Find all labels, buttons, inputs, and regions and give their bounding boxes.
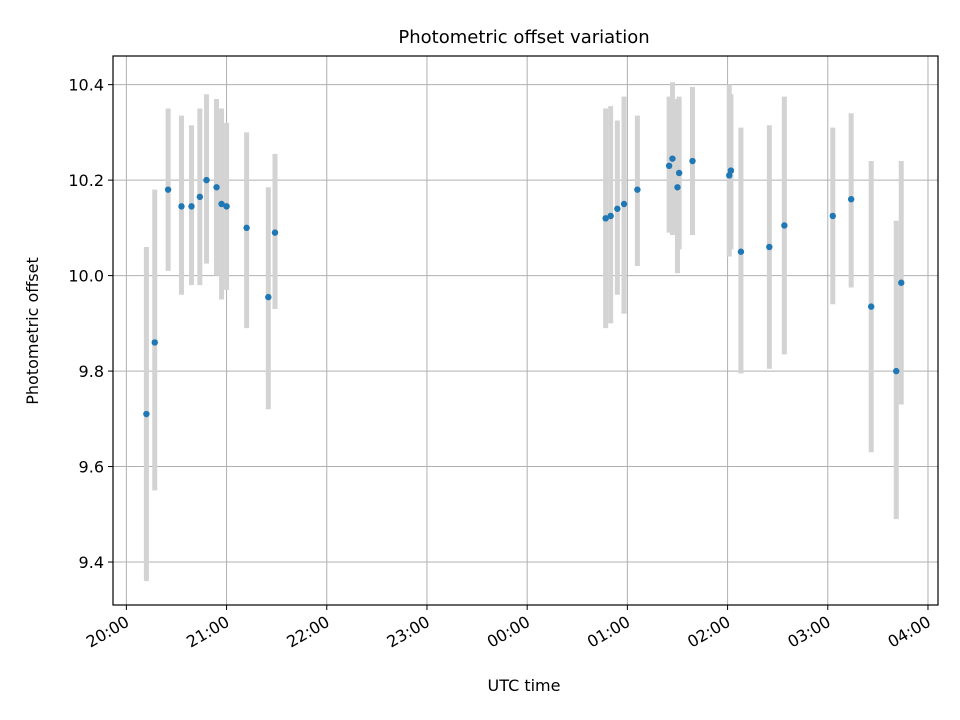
- data-point: [867, 303, 875, 310]
- y-tick-label: 10.4: [68, 76, 104, 95]
- y-tick-label: 10.2: [68, 171, 104, 190]
- y-tick-label: 10.0: [68, 267, 104, 286]
- data-point: [151, 339, 158, 346]
- data-point: [675, 169, 683, 177]
- y-axis: 9.4 9.6 9.8 10.0 10.2 10.4: [68, 76, 113, 572]
- data-point: [620, 200, 628, 208]
- data-point: [674, 184, 681, 191]
- data-point: [188, 203, 195, 210]
- y-tick-label: 9.8: [79, 362, 104, 381]
- data-point: [602, 215, 609, 222]
- data-point: [143, 410, 150, 418]
- data-point: [607, 212, 614, 220]
- data-point: [766, 243, 773, 251]
- data-point: [727, 167, 735, 174]
- chart-title: Photometric offset variation: [398, 27, 649, 48]
- y-tick-label: 9.4: [79, 553, 104, 572]
- data-point: [213, 184, 220, 191]
- data-point: [218, 200, 225, 208]
- data-point: [265, 293, 272, 301]
- y-tick-label: 9.6: [79, 458, 104, 477]
- data-point: [893, 367, 900, 375]
- data-point: [203, 176, 210, 184]
- point-layer: [143, 155, 905, 418]
- data-point: [781, 222, 788, 229]
- data-point: [737, 248, 745, 255]
- data-point: [196, 193, 204, 201]
- data-point: [243, 224, 250, 232]
- data-point: [689, 157, 696, 165]
- data-point: [898, 279, 905, 286]
- data-point: [271, 229, 279, 236]
- data-point: [665, 162, 673, 169]
- grid-layer: [113, 56, 938, 605]
- data-point: [223, 203, 230, 210]
- data-point: [634, 186, 641, 193]
- data-point: [164, 186, 172, 193]
- data-point: [178, 203, 185, 210]
- data-point: [829, 212, 836, 220]
- data-point: [847, 196, 855, 203]
- plot-frame: [112, 55, 939, 606]
- data-point: [614, 205, 621, 212]
- y-axis-label: Photometric offset: [23, 257, 42, 405]
- data-point: [669, 155, 676, 162]
- x-axis-label: UTC time: [488, 676, 561, 695]
